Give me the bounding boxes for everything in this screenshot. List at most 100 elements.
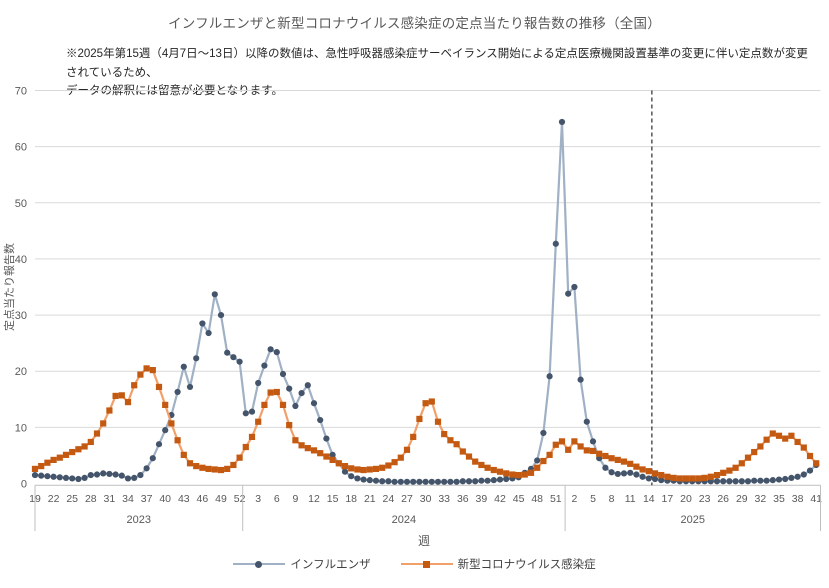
data-point-influenza: [744, 478, 752, 485]
x-tick-label: 37: [141, 493, 153, 505]
data-point-covid: [527, 469, 535, 476]
data-point-influenza: [726, 478, 733, 485]
data-point-influenza: [782, 475, 789, 483]
data-point-covid: [782, 435, 789, 442]
data-point-covid: [162, 401, 169, 408]
x-tick-label: 3: [255, 493, 261, 505]
x-tick-label: 9: [292, 493, 298, 505]
data-point-covid: [565, 446, 572, 453]
data-point-covid: [670, 474, 677, 481]
data-point-covid: [651, 470, 659, 477]
x-tick-label: 51: [550, 493, 562, 505]
data-point-covid: [676, 475, 683, 482]
data-point-covid: [633, 463, 640, 470]
y-tick-label: 70: [15, 86, 27, 98]
data-point-influenza: [224, 349, 231, 356]
x-tick-label: 8: [609, 493, 615, 505]
data-point-covid: [806, 452, 814, 460]
data-point-covid: [794, 438, 801, 446]
data-point-covid: [472, 458, 479, 465]
data-point-influenza: [472, 478, 479, 485]
data-point-covid: [589, 447, 597, 455]
data-point-influenza: [633, 471, 640, 478]
data-point-covid: [788, 432, 795, 439]
data-point-influenza: [174, 388, 181, 396]
data-point-covid: [38, 463, 45, 470]
data-point-influenza: [434, 478, 442, 485]
data-point-influenza: [552, 240, 559, 247]
x-tick-label: 12: [308, 493, 320, 505]
data-point-covid: [534, 464, 541, 471]
data-point-influenza: [149, 455, 156, 462]
data-point-covid: [248, 433, 256, 440]
x-tick-label: 29: [736, 493, 748, 505]
data-point-influenza: [713, 478, 721, 485]
note-line-1: ※2025年第15週（4月7日～13日）以降の数値は、急性呼吸器感染症サーベイラ…: [66, 48, 808, 79]
data-point-influenza: [720, 478, 727, 485]
data-point-covid: [540, 457, 547, 465]
x-tick-label: 17: [662, 493, 674, 505]
data-point-covid: [465, 453, 473, 460]
y-tick-label: 10: [15, 422, 27, 434]
x-tick-label: 15: [327, 493, 339, 505]
data-point-influenza: [106, 470, 113, 478]
data-point-influenza: [751, 477, 758, 484]
data-point-covid: [298, 442, 305, 449]
data-point-influenza: [199, 320, 206, 327]
covid-series-line: [34, 367, 818, 480]
covid-legend-square: [422, 560, 430, 568]
data-point-influenza: [391, 478, 398, 485]
covid-series-markers: [31, 365, 820, 482]
data-point-influenza: [341, 468, 349, 475]
data-point-covid: [149, 366, 156, 374]
data-point-covid: [360, 466, 367, 474]
x-tick-label: 40: [159, 493, 171, 505]
data-point-influenza: [577, 376, 584, 383]
data-point-covid: [713, 471, 721, 479]
data-point-covid: [75, 446, 82, 453]
data-point-covid: [118, 392, 125, 399]
data-point-covid: [379, 464, 386, 471]
data-point-covid: [174, 437, 181, 444]
data-point-influenza: [186, 383, 194, 391]
x-tick-label: 30: [420, 493, 432, 505]
data-point-influenza: [317, 416, 324, 424]
data-point-covid: [410, 433, 417, 440]
data-point-influenza: [428, 478, 435, 485]
data-point-influenza: [602, 464, 609, 471]
data-point-covid: [422, 400, 429, 407]
data-point-covid: [478, 461, 485, 469]
data-point-influenza: [775, 476, 783, 483]
data-point-influenza: [143, 465, 150, 472]
x-tick-label: 22: [48, 493, 60, 505]
x-tick-label: 49: [215, 493, 227, 505]
data-point-influenza: [465, 478, 473, 485]
data-point-influenza: [217, 311, 225, 319]
x-tick-label: 14: [643, 493, 655, 505]
data-point-covid: [255, 418, 262, 425]
x-tick-label: 52: [234, 493, 246, 505]
data-point-covid: [93, 430, 101, 437]
x-tick-label: 35: [773, 493, 785, 505]
data-point-influenza: [248, 408, 256, 415]
data-point-covid: [434, 418, 442, 425]
data-point-covid: [372, 465, 380, 472]
data-point-covid: [44, 459, 51, 466]
data-point-covid: [800, 444, 807, 451]
x-tick-label: 42: [494, 493, 506, 505]
x-tick-label: 18: [345, 493, 357, 505]
data-point-covid: [689, 475, 696, 482]
y-tick-label: 30: [15, 310, 27, 322]
data-point-influenza: [56, 474, 63, 481]
data-point-covid: [608, 455, 615, 462]
chart-legend: インフルエンザ 新型コロナウイルス感染症: [0, 556, 829, 572]
x-tick-label: 41: [810, 493, 822, 505]
x-tick-label: 2: [571, 493, 577, 505]
data-point-influenza: [620, 470, 628, 477]
data-point-influenza: [478, 477, 485, 484]
data-point-covid: [112, 392, 119, 400]
x-axis-title: 週: [417, 534, 430, 548]
data-point-covid: [441, 430, 448, 438]
data-point-covid: [56, 454, 63, 461]
